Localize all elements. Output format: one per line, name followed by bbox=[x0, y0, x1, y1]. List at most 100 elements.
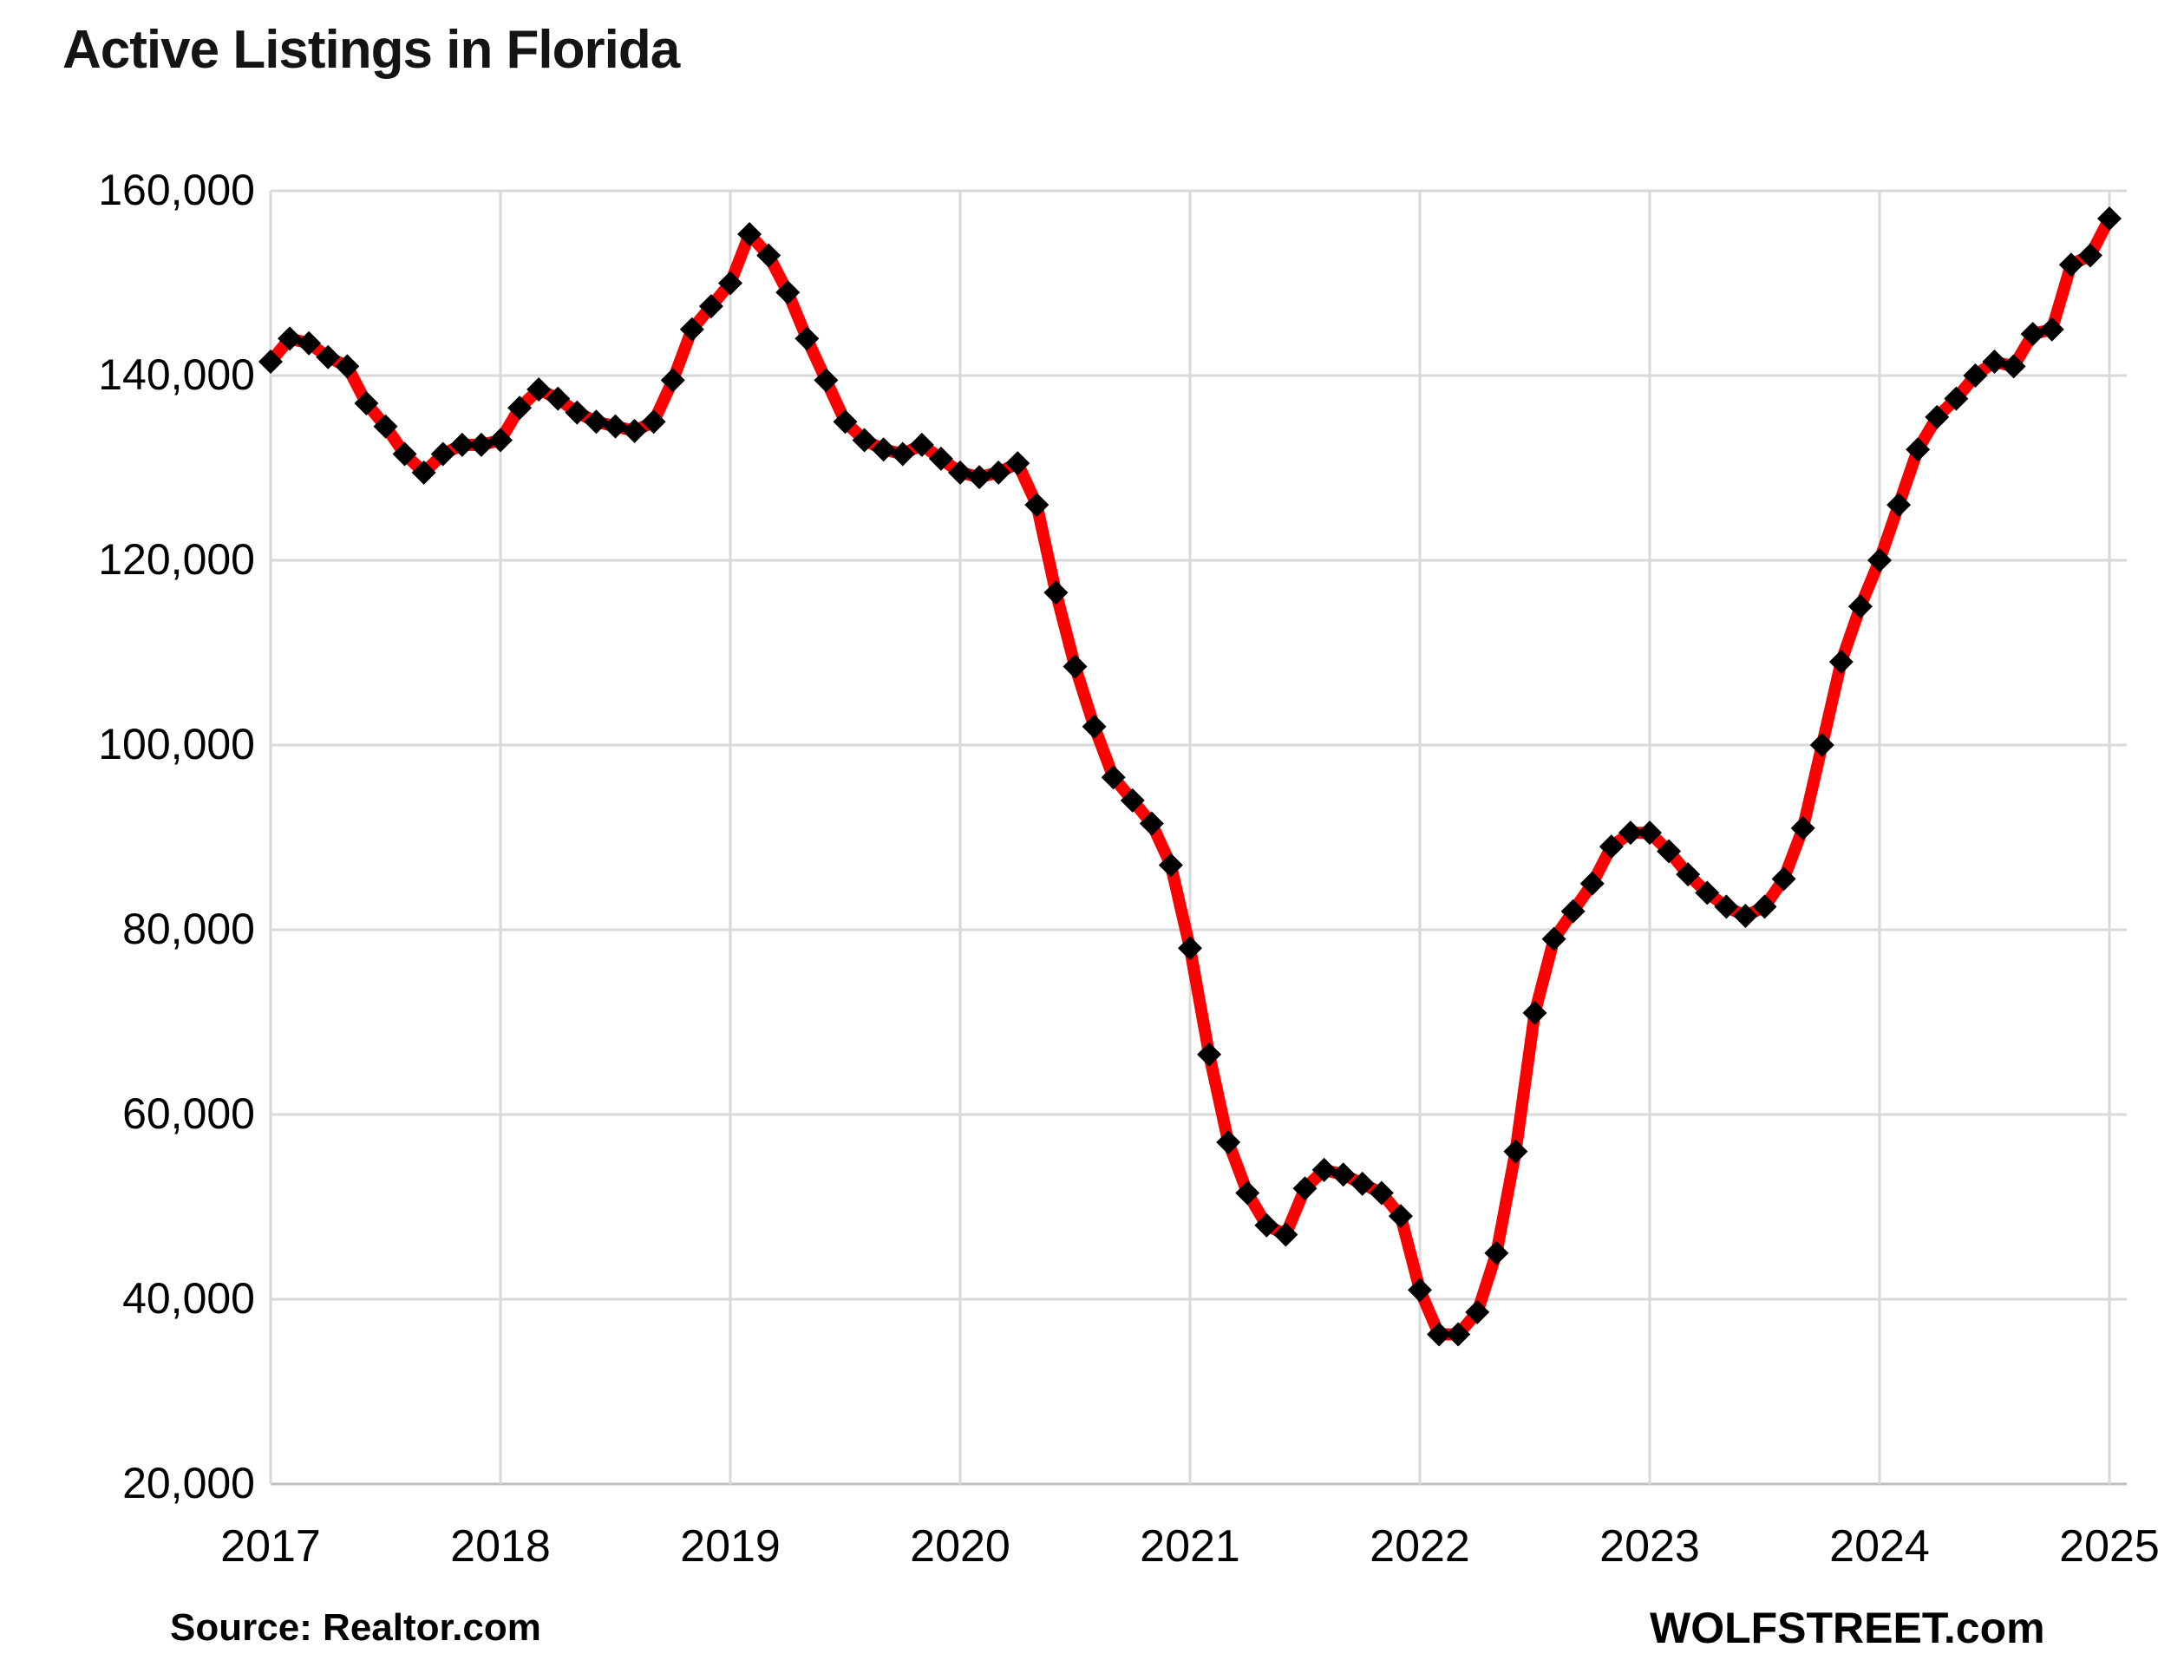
data-point-marker bbox=[852, 428, 877, 453]
data-point-marker bbox=[1254, 1213, 1279, 1238]
data-point-marker bbox=[928, 446, 953, 471]
data-point-marker bbox=[1082, 714, 1107, 739]
data-point-marker bbox=[2077, 243, 2102, 268]
data-point-marker bbox=[1579, 871, 1605, 896]
data-point-marker bbox=[1867, 548, 1892, 572]
y-tick-label: 100,000 bbox=[98, 720, 255, 768]
data-point-marker bbox=[2058, 252, 2083, 278]
data-point-marker bbox=[1273, 1222, 1298, 1247]
data-point-marker bbox=[1446, 1322, 1471, 1347]
data-point-marker bbox=[1771, 866, 1796, 892]
y-tick-label: 20,000 bbox=[122, 1459, 255, 1507]
data-point-marker bbox=[756, 243, 781, 268]
data-point-marker bbox=[1790, 815, 1815, 840]
data-point-marker bbox=[2097, 206, 2122, 231]
x-tick-label: 2018 bbox=[450, 1521, 551, 1572]
source-note: Source: Realtor.com bbox=[170, 1606, 541, 1649]
data-point-marker bbox=[1465, 1299, 1490, 1324]
data-point-marker bbox=[335, 354, 360, 379]
data-point-marker bbox=[1847, 594, 1873, 619]
data-point-marker bbox=[1369, 1180, 1394, 1206]
data-point-marker bbox=[354, 390, 379, 415]
data-point-marker bbox=[679, 317, 704, 342]
data-point-marker bbox=[1638, 820, 1662, 846]
data-point-marker bbox=[1120, 788, 1145, 813]
data-point-marker bbox=[1925, 404, 1950, 429]
data-point-marker bbox=[468, 432, 494, 457]
data-point-marker bbox=[775, 280, 801, 305]
data-point-marker bbox=[1388, 1204, 1413, 1229]
data-point-marker bbox=[660, 368, 685, 393]
data-point-marker bbox=[1828, 650, 1854, 675]
data-point-marker bbox=[1101, 765, 1126, 790]
y-tick-label: 60,000 bbox=[122, 1089, 255, 1138]
data-point-marker bbox=[909, 432, 934, 457]
y-tick-label: 40,000 bbox=[122, 1274, 255, 1323]
data-point-marker bbox=[603, 414, 628, 439]
y-tick-label: 160,000 bbox=[98, 166, 255, 214]
data-point-marker bbox=[258, 350, 283, 375]
data-point-marker bbox=[1408, 1278, 1432, 1303]
data-point-marker bbox=[1331, 1162, 1356, 1187]
data-point-marker bbox=[1503, 1139, 1528, 1164]
data-point-marker bbox=[430, 441, 455, 467]
data-point-marker bbox=[1733, 904, 1758, 929]
data-point-marker bbox=[641, 409, 666, 435]
data-point-marker bbox=[1560, 899, 1586, 924]
data-point-marker bbox=[1484, 1240, 1509, 1265]
y-tick-label: 120,000 bbox=[98, 535, 255, 584]
data-point-marker bbox=[1139, 811, 1164, 836]
data-point-marker bbox=[1809, 733, 1834, 757]
data-point-marker bbox=[948, 460, 972, 485]
data-point-marker bbox=[986, 460, 1011, 485]
data-point-marker bbox=[507, 395, 533, 421]
data-point-marker bbox=[1676, 862, 1701, 887]
data-point-marker bbox=[1541, 926, 1566, 951]
data-point-marker bbox=[2039, 317, 2064, 342]
x-tick-label: 2017 bbox=[220, 1521, 321, 1572]
x-tick-label: 2022 bbox=[1370, 1521, 1470, 1572]
data-point-marker bbox=[526, 376, 552, 402]
x-tick-label: 2023 bbox=[1599, 1521, 1700, 1572]
chart-title: Active Listings in Florida bbox=[62, 20, 680, 80]
data-point-marker bbox=[449, 432, 474, 457]
data-point-marker bbox=[1906, 437, 1931, 462]
x-tick-label: 2020 bbox=[910, 1521, 1010, 1572]
y-tick-label: 140,000 bbox=[98, 350, 255, 399]
data-point-marker bbox=[1599, 834, 1624, 860]
data-point-marker bbox=[1063, 654, 1088, 679]
data-point-marker bbox=[871, 437, 896, 462]
data-point-marker bbox=[814, 368, 839, 393]
x-tick-label: 2019 bbox=[680, 1521, 781, 1572]
data-point-marker bbox=[392, 441, 417, 467]
data-point-marker bbox=[584, 409, 609, 435]
data-point-marker bbox=[373, 414, 398, 439]
data-point-marker bbox=[1216, 1129, 1241, 1154]
data-point-marker bbox=[546, 386, 571, 411]
x-tick-label: 2024 bbox=[1829, 1521, 1930, 1572]
data-point-marker bbox=[297, 330, 322, 356]
x-tick-label: 2025 bbox=[2059, 1521, 2160, 1572]
data-point-marker bbox=[698, 294, 723, 319]
data-point-marker bbox=[1752, 894, 1777, 919]
data-point-marker bbox=[278, 326, 303, 351]
data-point-marker bbox=[1886, 493, 1912, 518]
data-point-marker bbox=[1024, 493, 1049, 518]
data-point-marker bbox=[1427, 1322, 1452, 1347]
data-point-marker bbox=[2020, 322, 2045, 347]
y-tick-label: 80,000 bbox=[122, 905, 255, 953]
data-point-marker bbox=[1292, 1176, 1318, 1201]
data-point-marker bbox=[1311, 1157, 1337, 1182]
data-point-marker bbox=[794, 326, 820, 351]
data-point-marker bbox=[1982, 350, 2007, 375]
data-point-marker bbox=[1005, 451, 1030, 476]
data-point-marker bbox=[2001, 354, 2026, 379]
data-point-marker bbox=[1043, 580, 1069, 605]
data-point-marker bbox=[718, 271, 742, 296]
data-point-marker bbox=[316, 344, 341, 369]
data-point-marker bbox=[1944, 386, 1969, 411]
data-point-marker bbox=[1178, 936, 1202, 961]
data-point-marker bbox=[1350, 1171, 1375, 1196]
data-point-marker bbox=[1695, 880, 1720, 905]
